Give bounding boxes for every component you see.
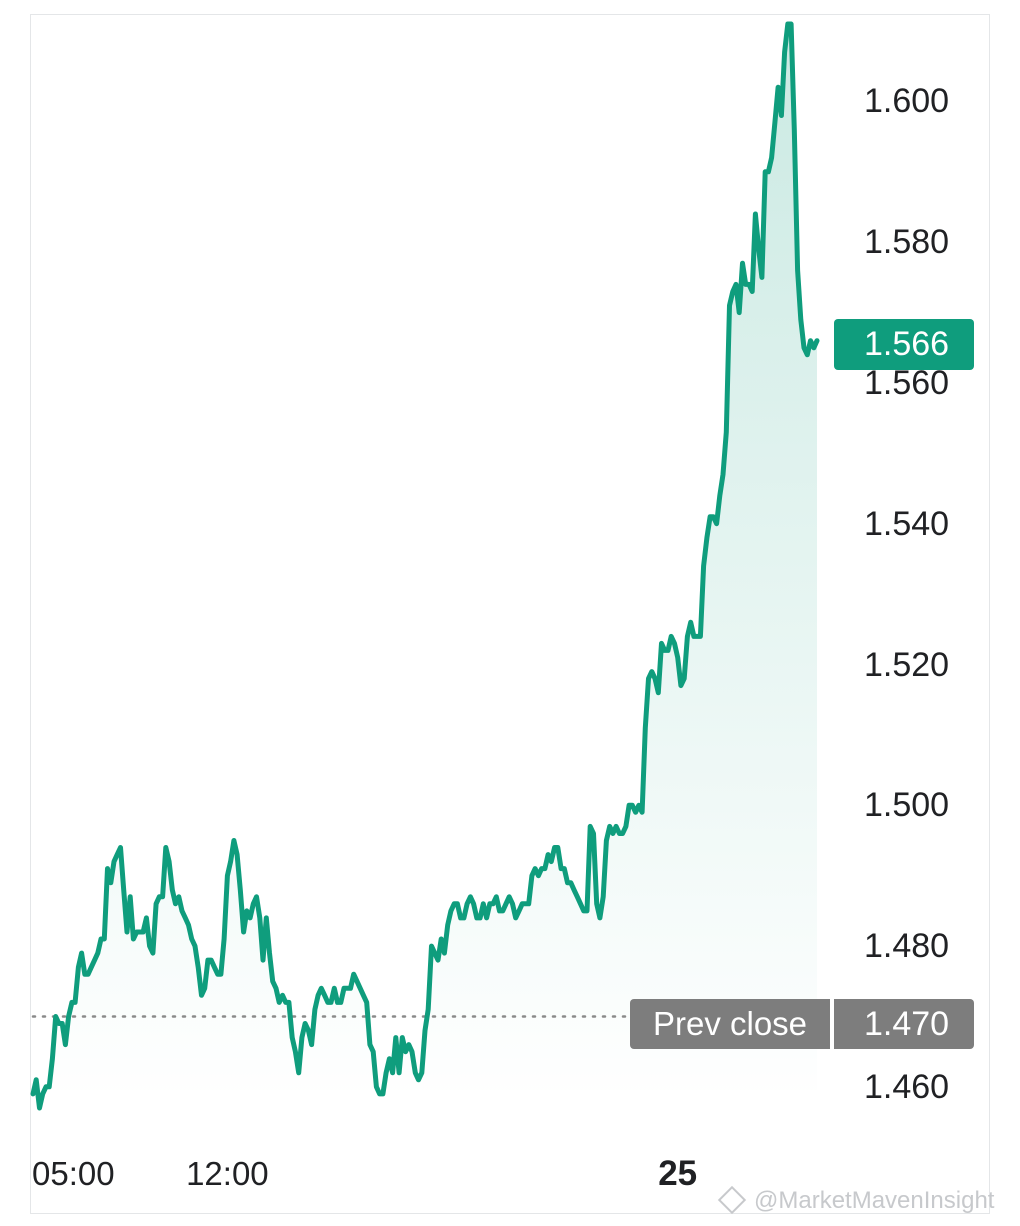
watermark-logo-icon [717, 1185, 747, 1215]
y-tick-label: 1.540 [864, 504, 950, 543]
price-line [30, 21, 820, 1111]
price-area-fill [33, 24, 817, 1108]
chart-frame [30, 14, 990, 1214]
y-tick-label: 1.600 [864, 82, 950, 121]
y-tick-label: 1.500 [864, 786, 950, 825]
watermark-text: @MarketMavenInsight [754, 1187, 995, 1214]
x-tick-label: 25 [658, 1154, 698, 1193]
y-tick-label: 1.520 [864, 645, 950, 684]
x-tick-label: 12:00 [186, 1155, 269, 1192]
prev-close-value: 1.470 [834, 999, 974, 1049]
watermark: @MarketMavenInsight [717, 1185, 995, 1216]
y-tick-label: 1.460 [864, 1067, 950, 1106]
prev-close-label: Prev close [630, 999, 830, 1049]
y-tick-label: 1.580 [864, 223, 950, 262]
y-tick-label: 1.480 [864, 927, 950, 966]
y-tick-label: 1.560 [864, 363, 950, 402]
x-tick-label: 05:00 [32, 1155, 115, 1192]
current-price-badge: 1.566 [834, 319, 974, 370]
